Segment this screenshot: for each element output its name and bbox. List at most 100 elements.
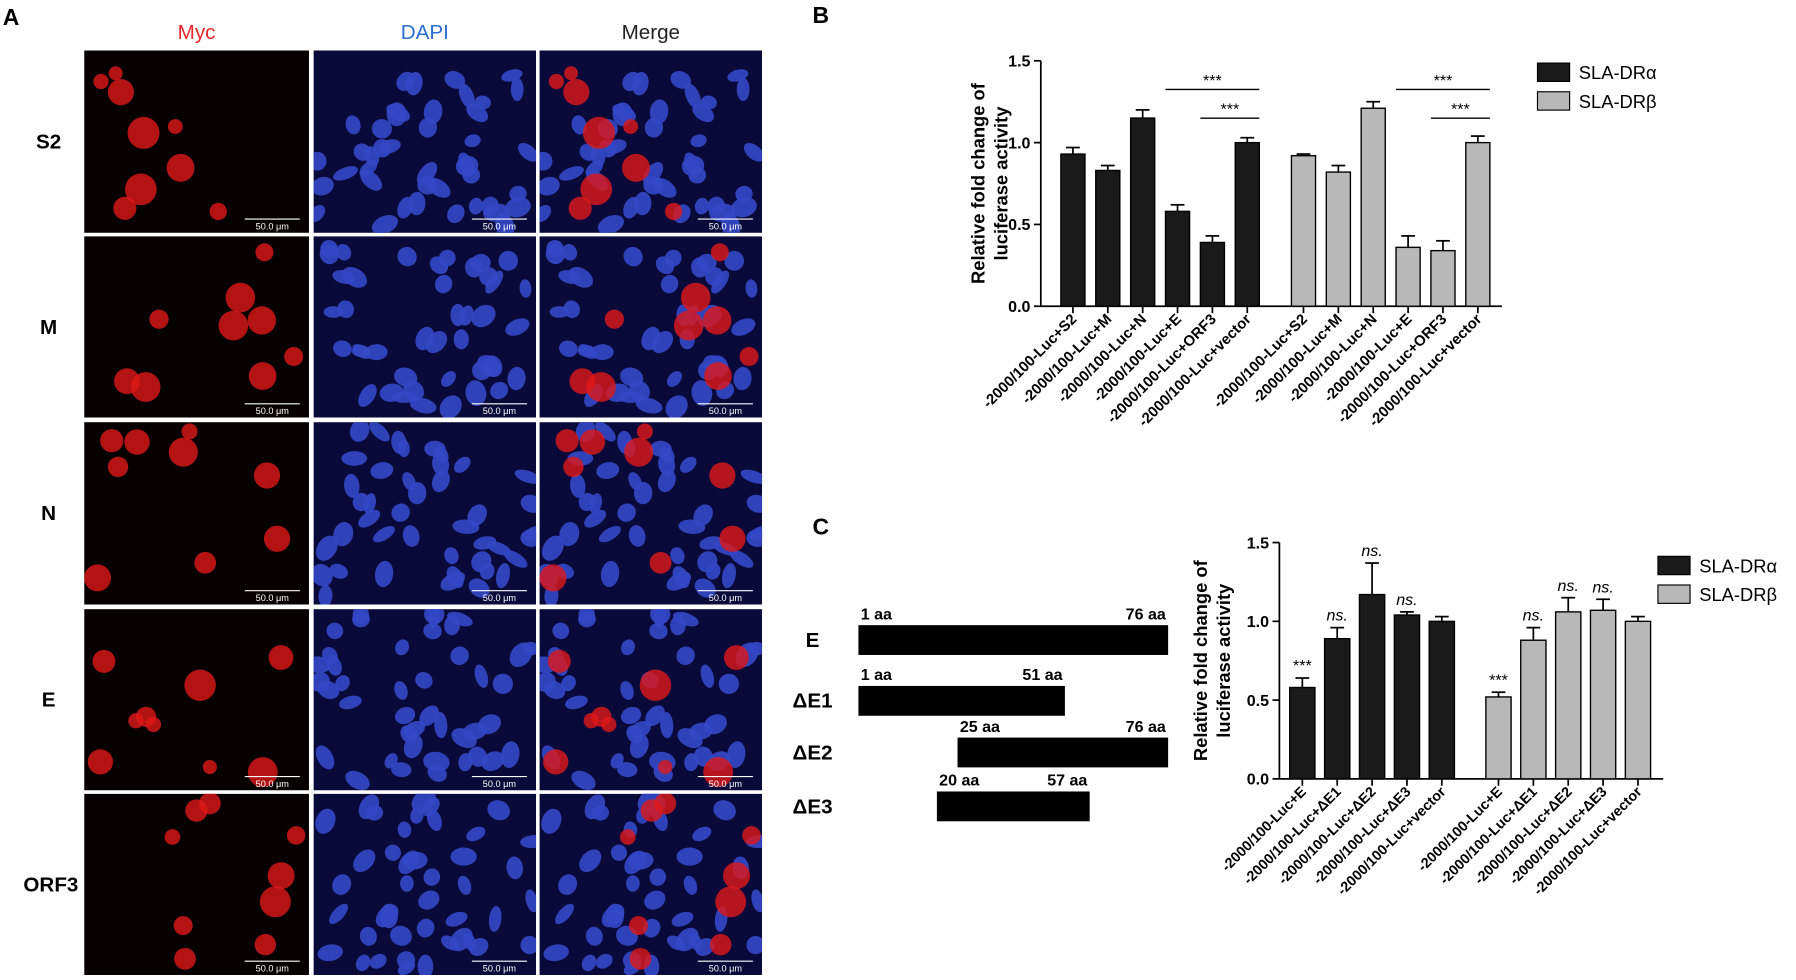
nucleus xyxy=(561,244,578,261)
micrograph-content xyxy=(539,422,763,605)
nucleus xyxy=(408,191,426,216)
nucleus xyxy=(692,103,715,123)
nucleus xyxy=(444,547,459,565)
micrograph: 50.0 μm xyxy=(539,50,763,233)
bar xyxy=(1465,141,1491,307)
nucleus xyxy=(428,609,440,628)
myc-signal xyxy=(92,649,116,673)
nucleus xyxy=(731,197,757,218)
nucleus xyxy=(507,366,526,391)
nucleus xyxy=(453,329,469,350)
domain-row-label: ΔE1 xyxy=(793,690,833,713)
nucleus xyxy=(500,741,520,768)
significance-label: ns. xyxy=(1326,607,1347,625)
nucleus xyxy=(520,835,537,849)
domain-start-label: 20 aa xyxy=(939,772,980,790)
myc-signal xyxy=(202,759,217,775)
nucleus xyxy=(429,256,449,275)
nucleus xyxy=(345,115,361,135)
scale-bar-label: 50.0 μm xyxy=(483,406,517,416)
nucleus xyxy=(317,944,343,962)
nucleus xyxy=(555,903,575,925)
scale-bar-label: 50.0 μm xyxy=(256,221,290,231)
nucleus xyxy=(391,762,412,778)
nucleus xyxy=(496,563,511,589)
nucleus xyxy=(359,926,377,946)
nucleus xyxy=(473,536,497,550)
significance-label: ns. xyxy=(1592,578,1613,596)
nucleus xyxy=(691,257,709,278)
legend-label: SLA-DRβ xyxy=(1699,584,1777,605)
nucleus xyxy=(539,151,553,171)
bar xyxy=(1164,210,1191,307)
myc-signal xyxy=(658,759,673,775)
myc-signal xyxy=(569,368,596,395)
nucleus xyxy=(444,70,466,89)
nucleus xyxy=(681,155,705,176)
y-tick-label: 0.0 xyxy=(1008,298,1030,316)
nucleus xyxy=(416,918,435,938)
nucleus xyxy=(441,371,456,387)
myc-signal xyxy=(184,669,216,701)
nucleus xyxy=(623,246,643,267)
myc-signal xyxy=(173,916,193,936)
nucleus xyxy=(386,102,407,127)
nucleus xyxy=(670,70,692,89)
nucleus xyxy=(358,509,381,528)
panel-label: B xyxy=(813,2,830,28)
nucleus xyxy=(344,473,360,498)
nucleus xyxy=(397,246,417,267)
nucleus xyxy=(510,77,524,102)
nucleus xyxy=(709,203,736,222)
nucleus xyxy=(655,256,675,275)
nucleus xyxy=(552,622,570,640)
scale-bar-label: 50.0 μm xyxy=(483,221,517,231)
myc-signal xyxy=(124,429,150,455)
nucleus xyxy=(620,706,642,725)
y-tick-label: 1.5 xyxy=(1247,534,1269,552)
nucleus xyxy=(417,954,434,975)
bar xyxy=(1428,620,1456,780)
nucleus xyxy=(595,422,616,442)
myc-signal xyxy=(247,306,277,335)
nucleus xyxy=(390,925,412,946)
myc-signal xyxy=(639,669,672,701)
nucleus xyxy=(733,366,752,391)
nucleus xyxy=(679,456,697,473)
nucleus xyxy=(694,578,716,598)
nucleus xyxy=(320,239,338,258)
nucleus xyxy=(597,215,625,233)
bar xyxy=(1624,620,1652,780)
scale-bar-label: 50.0 μm xyxy=(483,779,517,789)
nucleus xyxy=(620,367,644,387)
nucleus xyxy=(657,470,676,493)
micrograph-content xyxy=(84,609,309,791)
row-label: S2 xyxy=(36,131,61,154)
nucleus xyxy=(316,535,338,561)
nucleus xyxy=(632,71,649,96)
nucleus xyxy=(713,800,736,821)
nucleus xyxy=(568,266,594,288)
y-axis-label: Relative fold change of xyxy=(1190,559,1211,761)
legend-label: SLA-DRα xyxy=(1579,62,1657,83)
nucleus xyxy=(333,521,354,547)
nucleus xyxy=(423,868,441,886)
nucleus xyxy=(392,391,418,403)
nucleus xyxy=(635,397,663,414)
nucleus xyxy=(391,503,410,522)
nucleus xyxy=(546,239,564,258)
significance-label: *** xyxy=(1203,72,1222,90)
nucleus xyxy=(402,525,420,547)
nucleus xyxy=(384,844,401,861)
nucleus xyxy=(643,176,664,195)
nucleus xyxy=(624,850,646,875)
nucleus xyxy=(601,904,625,928)
nucleus xyxy=(369,422,390,442)
nucleus xyxy=(694,197,709,215)
nucleus xyxy=(315,745,335,770)
nucleus xyxy=(369,953,387,969)
nucleus xyxy=(373,139,392,158)
nucleus xyxy=(503,550,528,568)
nucleus xyxy=(571,115,587,135)
nucleus xyxy=(596,462,620,479)
